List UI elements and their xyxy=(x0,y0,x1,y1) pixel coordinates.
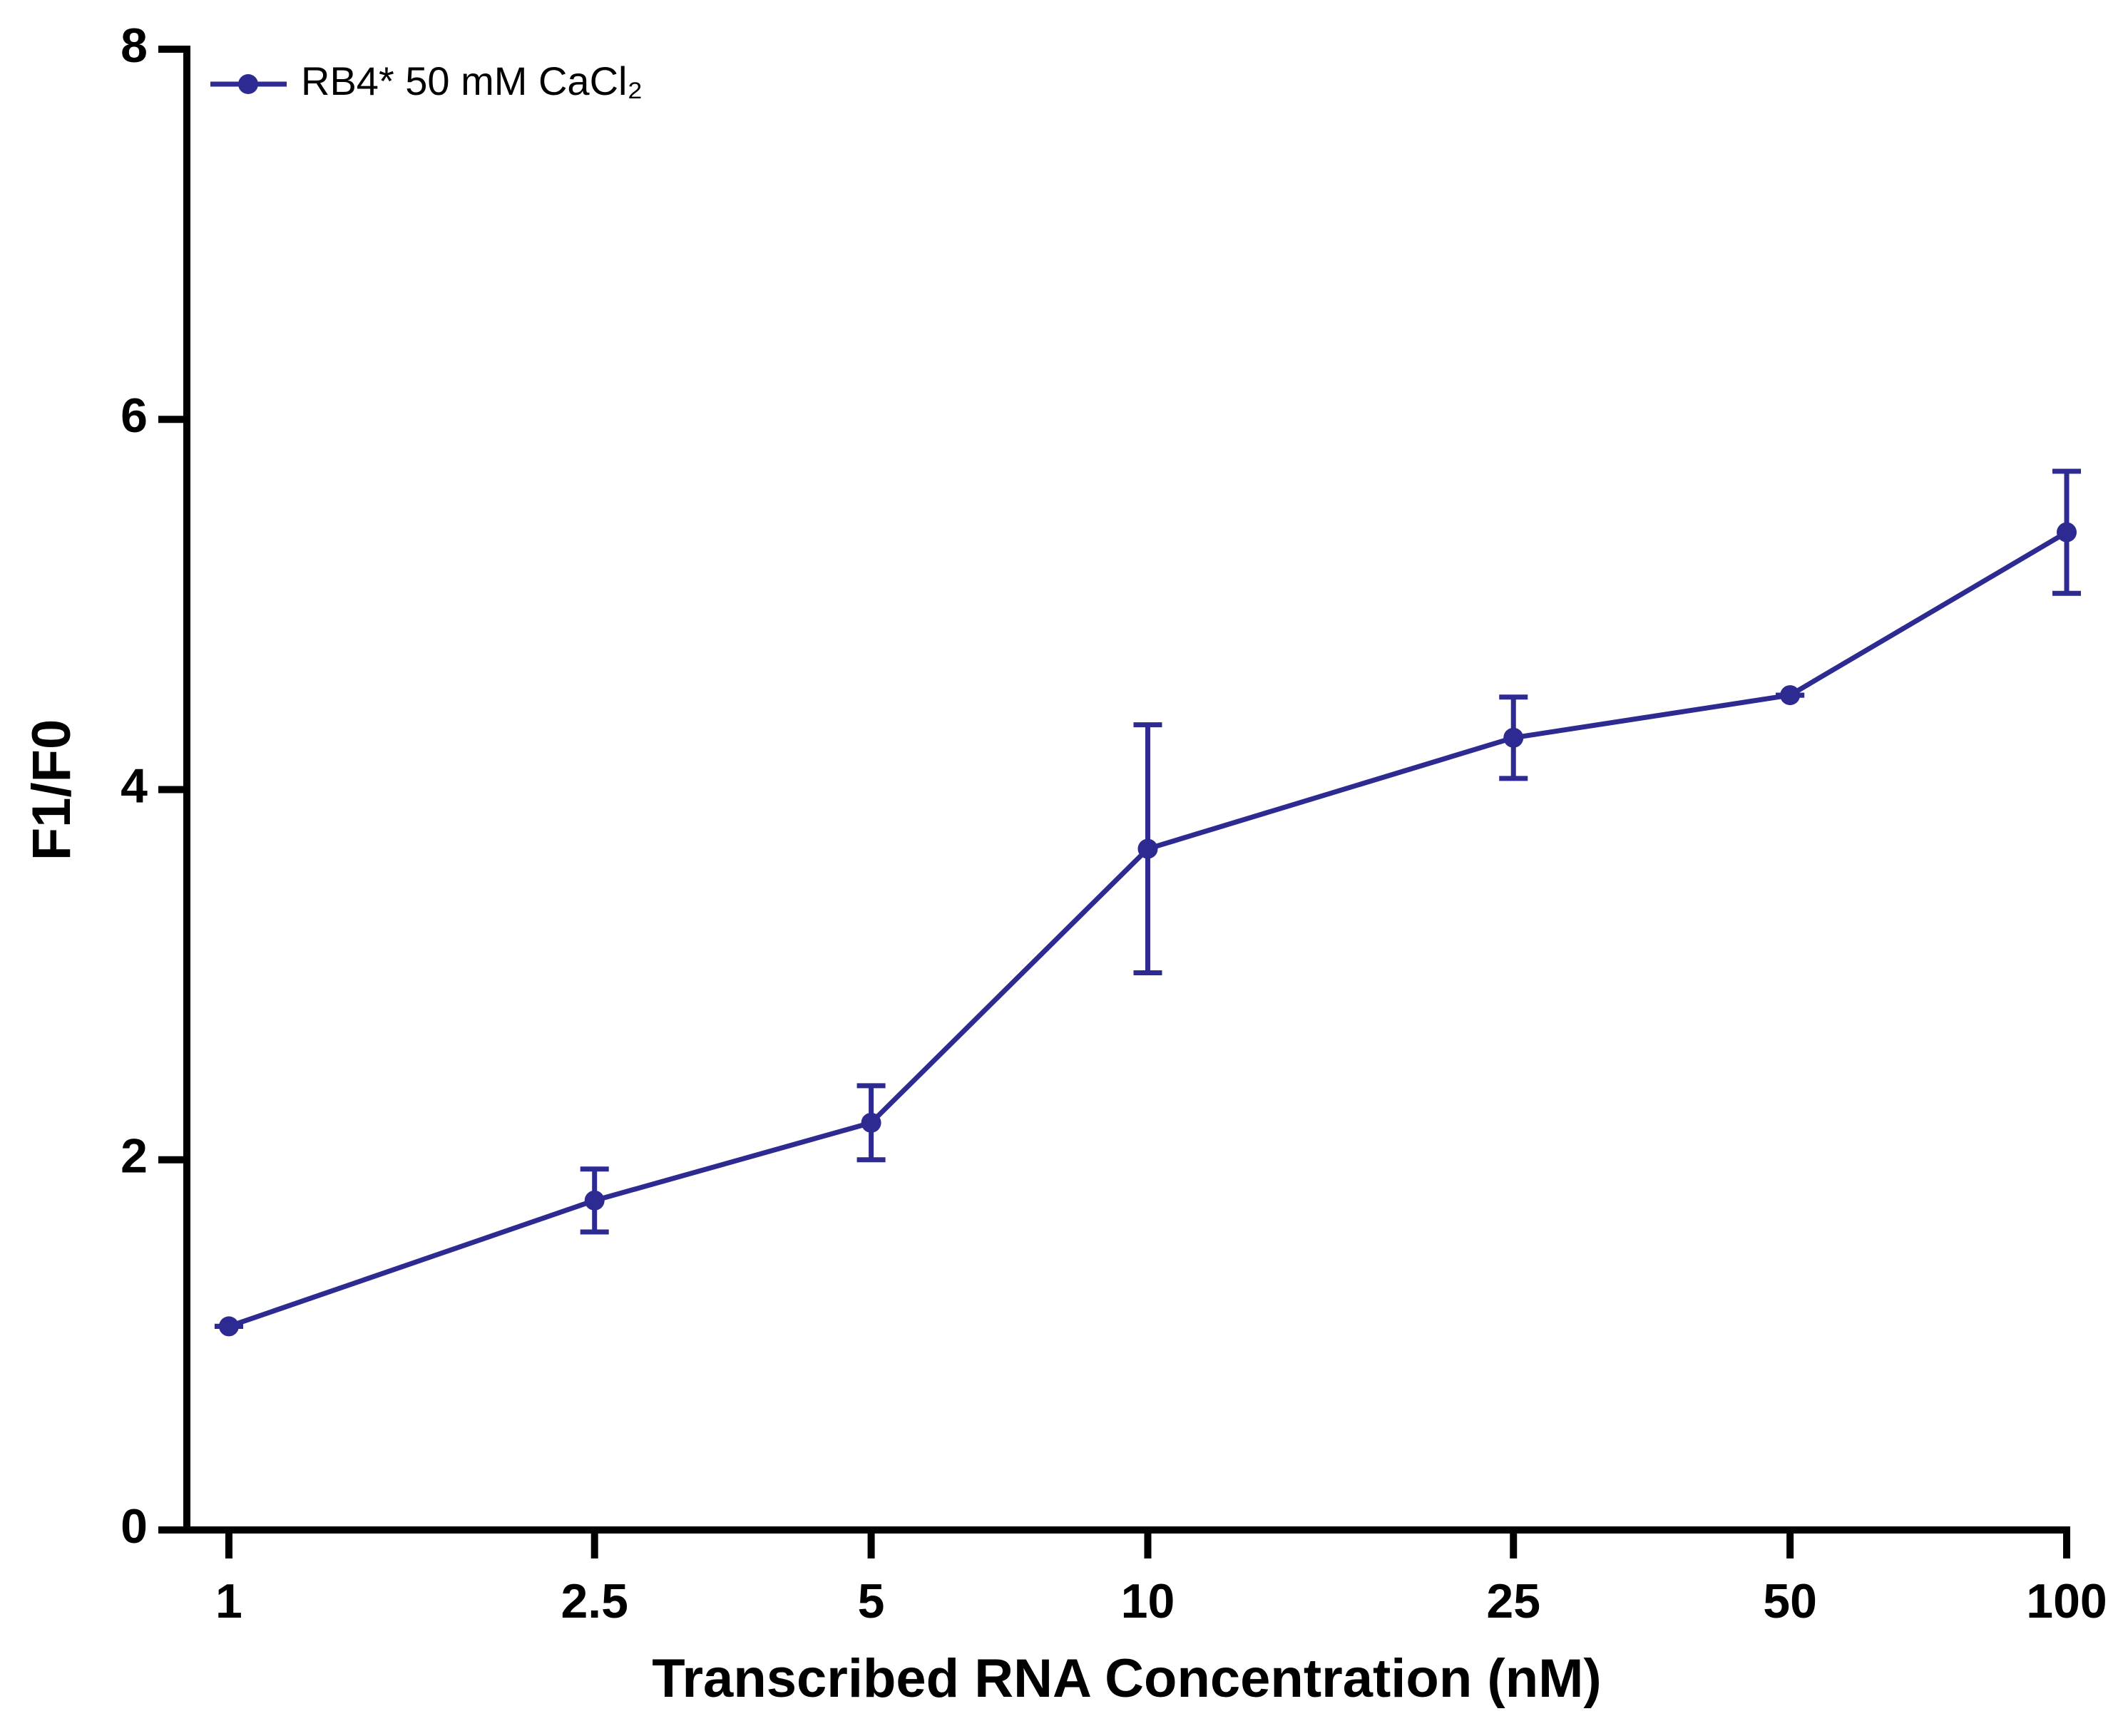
x-tick-label: 25 xyxy=(1486,1574,1540,1628)
x-tick-label: 1 xyxy=(215,1574,242,1628)
x-tick-label: 5 xyxy=(858,1574,885,1628)
y-tick-label: 8 xyxy=(121,19,148,73)
data-point xyxy=(1780,685,1801,706)
data-point xyxy=(1503,727,1524,748)
y-axis-title: F1/F0 xyxy=(21,719,82,861)
y-tick-label: 6 xyxy=(121,389,148,443)
y-tick-label: 2 xyxy=(121,1129,148,1183)
data-point xyxy=(218,1316,239,1337)
data-point xyxy=(1137,838,1158,859)
x-axis-title: Transcribed RNA Concentration (nM) xyxy=(652,1648,1601,1709)
y-tick-label: 0 xyxy=(121,1499,148,1553)
y-tick-label: 4 xyxy=(121,759,148,813)
x-tick-label: 10 xyxy=(1121,1574,1175,1628)
legend-label: RB4* 50 mM CaCl₂ xyxy=(301,58,643,103)
x-tick-label: 2.5 xyxy=(561,1574,628,1628)
legend-marker xyxy=(238,74,258,94)
data-point xyxy=(584,1190,605,1211)
data-point xyxy=(861,1112,881,1133)
x-tick-label: 100 xyxy=(2026,1574,2107,1628)
x-tick-label: 50 xyxy=(1763,1574,1817,1628)
data-point xyxy=(2057,522,2077,543)
